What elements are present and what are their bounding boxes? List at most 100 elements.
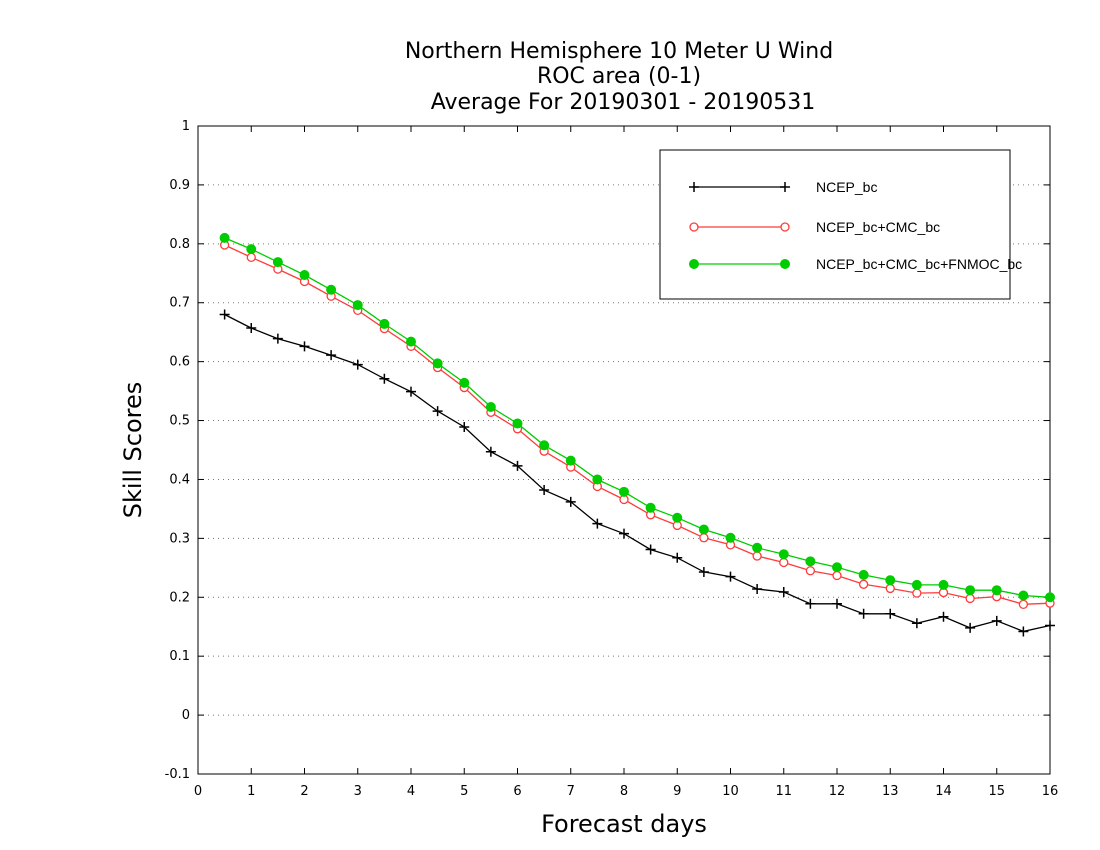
y-tick-label: 0 (182, 708, 190, 723)
y-tick-label: 0.5 (169, 414, 190, 429)
data-point (379, 318, 390, 329)
x-tick-label: 0 (194, 784, 202, 799)
x-tick-label: 5 (460, 784, 468, 799)
x-tick-label: 14 (935, 784, 952, 799)
data-point (965, 593, 975, 604)
data-point (832, 598, 842, 609)
y-tick-label: 0.9 (169, 178, 190, 193)
x-tick-label: 15 (988, 784, 1005, 799)
data-point (1045, 620, 1055, 631)
series-ncep-bc (219, 309, 1055, 637)
data-point (938, 611, 949, 622)
legend-marker (689, 222, 699, 232)
data-point (725, 532, 736, 543)
legend-marker (780, 222, 790, 232)
y-tick-label: 0.2 (169, 590, 190, 605)
data-point (991, 615, 1002, 626)
data-point (752, 584, 763, 595)
data-point (698, 566, 709, 577)
data-point (246, 323, 257, 334)
data-point (512, 460, 523, 471)
data-point (592, 474, 603, 485)
data-point (938, 579, 949, 590)
legend-box (659, 149, 1011, 300)
data-point (645, 544, 656, 555)
data-point (619, 486, 629, 497)
data-point (725, 571, 736, 582)
data-point (1045, 592, 1055, 603)
data-point (885, 608, 896, 619)
x-tick-label: 6 (513, 784, 521, 799)
axis-ticks: -0.100.10.20.30.40.50.60.70.80.910 1 2 3 4 5 6… (165, 119, 1059, 799)
data-point (246, 252, 256, 263)
data-point (406, 386, 416, 397)
x-tick-label: 2 (300, 784, 308, 799)
data-point (379, 373, 390, 384)
data-point (805, 566, 816, 576)
data-point (991, 585, 1002, 596)
data-point (565, 496, 576, 507)
data-point (352, 359, 363, 370)
y-tick-label: 0.3 (169, 531, 190, 546)
x-tick-label: 16 (1042, 784, 1059, 799)
data-point (1018, 626, 1029, 637)
data-point (699, 533, 709, 543)
y-tick-label: 0.7 (169, 296, 190, 311)
series-line (224, 313, 1051, 633)
data-point (858, 608, 869, 619)
y-tick-label: -0.1 (165, 767, 190, 782)
legend: NCEP_bc NCEP_bc+CMC_bc NCEP_bc+CMC_bc+FNMO… (659, 149, 1022, 300)
x-tick-label: 8 (620, 784, 628, 799)
data-point (698, 524, 709, 535)
data-point (911, 618, 922, 629)
legend-label: NCEP_bc (816, 179, 877, 195)
data-point (406, 336, 416, 347)
data-point (619, 528, 629, 539)
data-point (885, 575, 896, 586)
x-tick-label: 1 (247, 784, 255, 799)
data-point (1018, 599, 1029, 609)
data-point (272, 333, 283, 344)
data-point (352, 300, 363, 311)
data-point (539, 440, 550, 451)
x-tick-label: 10 (722, 784, 739, 799)
data-point (805, 598, 816, 609)
legend-marker (780, 259, 790, 269)
data-point (299, 270, 310, 281)
legend-marker (689, 182, 699, 192)
y-tick-label: 0.8 (169, 237, 190, 252)
data-point (299, 341, 310, 352)
data-point (432, 358, 443, 369)
data-point (672, 552, 683, 563)
data-point (832, 562, 842, 573)
x-tick-label: 12 (829, 784, 846, 799)
data-point (858, 579, 869, 589)
data-point (219, 232, 230, 243)
data-point (912, 588, 922, 598)
legend-label: NCEP_bc+CMC_bc (816, 219, 940, 235)
data-point (459, 422, 470, 433)
x-tick-label: 3 (354, 784, 362, 799)
data-point (485, 401, 496, 412)
data-point (326, 284, 337, 295)
data-point (272, 257, 283, 268)
data-point (645, 502, 656, 513)
data-point (485, 446, 496, 457)
chart-title-line-3: Average For 20190301 - 20190531 (431, 90, 816, 115)
x-tick-label: 9 (673, 784, 681, 799)
data-point (885, 583, 895, 594)
y-tick-label: 0.4 (169, 472, 190, 487)
data-point (539, 485, 550, 496)
data-point (805, 556, 816, 567)
x-tick-label: 13 (882, 784, 899, 799)
y-tick-label: 0.6 (169, 355, 190, 370)
data-point (512, 418, 523, 429)
series-ncep-bc-cmc-bc-fnmoc-bc (219, 232, 1055, 603)
data-point (432, 406, 443, 417)
data-point (911, 579, 922, 590)
y-axis-title: Skill Scores (119, 382, 147, 519)
data-point (832, 570, 842, 581)
data-point (672, 512, 683, 523)
x-tick-label: 11 (775, 784, 792, 799)
